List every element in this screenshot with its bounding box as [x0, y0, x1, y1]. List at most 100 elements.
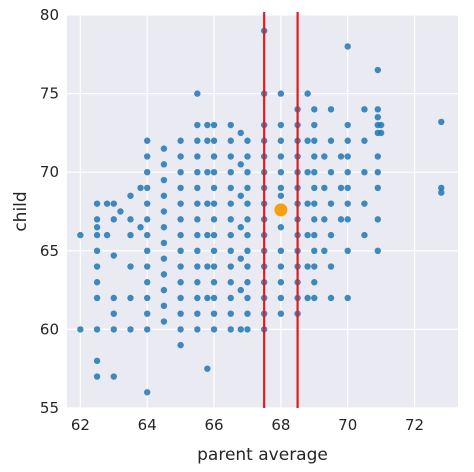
- data-point: [127, 326, 134, 333]
- data-point: [160, 145, 168, 152]
- data-point: [177, 310, 184, 317]
- data-point: [311, 216, 318, 223]
- x-tick-label: 66: [204, 416, 223, 434]
- data-point: [160, 161, 168, 168]
- x-tick-label: 72: [405, 416, 424, 434]
- data-point: [227, 200, 234, 207]
- data-point: [210, 247, 218, 254]
- data-point: [344, 216, 351, 223]
- data-point: [177, 137, 184, 144]
- data-point: [227, 137, 234, 144]
- data-point: [194, 153, 201, 160]
- data-point: [304, 169, 311, 176]
- data-point: [137, 224, 144, 231]
- data-point: [361, 169, 368, 176]
- data-point: [177, 294, 184, 302]
- data-point: [321, 216, 328, 223]
- data-point: [194, 326, 201, 333]
- data-point: [361, 200, 368, 207]
- data-point: [110, 252, 117, 259]
- data-point: [93, 294, 101, 302]
- data-point: [210, 231, 218, 239]
- x-tick-label: 62: [71, 416, 90, 434]
- data-point: [311, 121, 318, 129]
- data-point: [277, 279, 285, 286]
- data-point: [374, 106, 381, 113]
- data-point: [177, 216, 184, 223]
- data-point: [210, 121, 218, 129]
- data-point: [210, 310, 218, 317]
- data-point: [144, 326, 151, 333]
- data-point: [277, 247, 285, 254]
- highlight-point-group: [274, 203, 288, 217]
- data-point: [237, 326, 244, 333]
- data-point: [244, 184, 251, 192]
- x-tick-label: 70: [338, 416, 357, 434]
- data-point: [160, 302, 168, 310]
- data-point: [177, 169, 184, 176]
- data-point: [160, 318, 168, 325]
- data-point: [194, 294, 201, 302]
- x-axis-label: parent average: [197, 445, 328, 465]
- data-point: [194, 184, 201, 192]
- data-point: [204, 263, 211, 270]
- data-point: [227, 294, 234, 302]
- data-point: [237, 286, 244, 294]
- data-point: [344, 121, 351, 129]
- data-point: [377, 121, 385, 129]
- data-point: [160, 286, 168, 294]
- data-point: [160, 255, 168, 262]
- x-tick-labels: 62 64 66 68 70 72: [71, 416, 424, 434]
- data-point: [327, 231, 335, 239]
- y-tick-label: 70: [40, 163, 59, 181]
- data-point: [277, 224, 285, 231]
- data-point: [244, 153, 251, 160]
- data-point: [204, 121, 211, 129]
- data-point: [344, 169, 351, 176]
- data-point: [177, 341, 184, 349]
- data-point: [93, 373, 101, 380]
- data-point: [127, 192, 134, 199]
- data-point: [110, 310, 117, 317]
- data-point: [93, 279, 101, 286]
- data-point: [237, 192, 244, 199]
- data-point: [110, 294, 117, 302]
- data-point: [244, 216, 251, 223]
- data-point: [438, 189, 445, 196]
- data-point: [177, 326, 184, 333]
- data-point: [144, 137, 151, 144]
- data-point: [177, 263, 184, 270]
- y-tick-label: 55: [40, 399, 59, 417]
- data-point: [144, 153, 151, 160]
- data-point: [244, 247, 251, 254]
- data-point: [304, 90, 311, 97]
- data-point: [127, 294, 134, 302]
- y-axis-label: child: [11, 191, 31, 231]
- data-point: [194, 137, 201, 144]
- data-point: [327, 169, 335, 176]
- data-point: [244, 231, 251, 239]
- data-point: [321, 184, 328, 192]
- data-point: [244, 279, 251, 286]
- data-point: [311, 169, 318, 176]
- data-point: [237, 161, 244, 168]
- data-point: [361, 137, 368, 144]
- data-point: [311, 279, 318, 286]
- data-point: [93, 216, 101, 223]
- data-point: [177, 247, 184, 254]
- data-point: [244, 137, 251, 144]
- data-point: [144, 169, 151, 176]
- data-point: [227, 279, 234, 286]
- data-point: [110, 200, 117, 207]
- data-point: [227, 153, 234, 160]
- x-tick-label: 64: [138, 416, 157, 434]
- data-point: [144, 310, 151, 317]
- data-point: [194, 121, 201, 129]
- y-tick-label: 65: [40, 242, 59, 260]
- highlight-point: [274, 203, 288, 217]
- data-point: [374, 113, 381, 121]
- data-point: [374, 216, 381, 223]
- data-point: [227, 310, 234, 317]
- data-point: [93, 326, 101, 333]
